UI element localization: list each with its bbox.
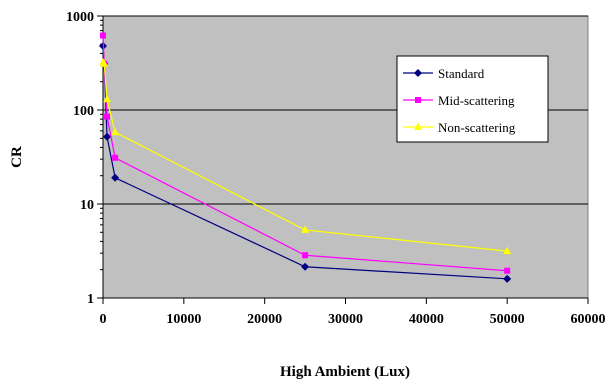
legend-marker — [414, 69, 422, 77]
data-point — [301, 225, 310, 233]
series-non-scattering — [99, 58, 512, 255]
y-axis-title: CR — [9, 146, 25, 168]
data-point — [504, 267, 511, 274]
data-point — [103, 132, 112, 141]
x-tick-label: 0 — [100, 312, 107, 327]
legend-label: Non-scattering — [438, 120, 516, 135]
legend-marker — [414, 122, 422, 130]
y-tick-label: 1 — [87, 292, 94, 307]
x-tick-label: 30000 — [328, 312, 363, 327]
data-point — [100, 59, 109, 67]
data-point — [104, 113, 111, 120]
y-tick-label: 100 — [73, 104, 94, 119]
data-point — [111, 173, 120, 182]
x-tick-label: 50000 — [490, 312, 525, 327]
data-point — [103, 94, 112, 103]
x-tick-label: 40000 — [409, 312, 444, 327]
x-tick-label: 10000 — [166, 312, 201, 327]
x-axis-title: High Ambient (Lux) — [280, 364, 410, 380]
x-tick-label: 20000 — [247, 312, 282, 327]
data-point — [503, 246, 512, 255]
legend-label: Standard — [438, 66, 485, 81]
data-point — [301, 262, 310, 271]
series-group — [99, 32, 512, 283]
legend: Standard Mid-scattering Non-scattering — [396, 55, 549, 143]
legend-entry: Mid-scattering — [403, 93, 515, 108]
legend-label: Mid-scattering — [438, 93, 515, 108]
x-tick-label: 60000 — [571, 312, 606, 327]
data-point — [302, 252, 309, 259]
data-point — [112, 154, 119, 161]
y-tick-label: 10 — [80, 198, 94, 213]
series-line — [102, 35, 508, 272]
legend-entry: Standard — [403, 66, 485, 81]
legend-box — [396, 55, 549, 143]
data-point — [111, 127, 120, 136]
data-point — [100, 32, 106, 39]
y-tick-label: 1000 — [66, 10, 94, 25]
legend-entry: Non-scattering — [403, 120, 516, 135]
legend-marker — [415, 97, 421, 103]
data-point — [503, 274, 512, 283]
